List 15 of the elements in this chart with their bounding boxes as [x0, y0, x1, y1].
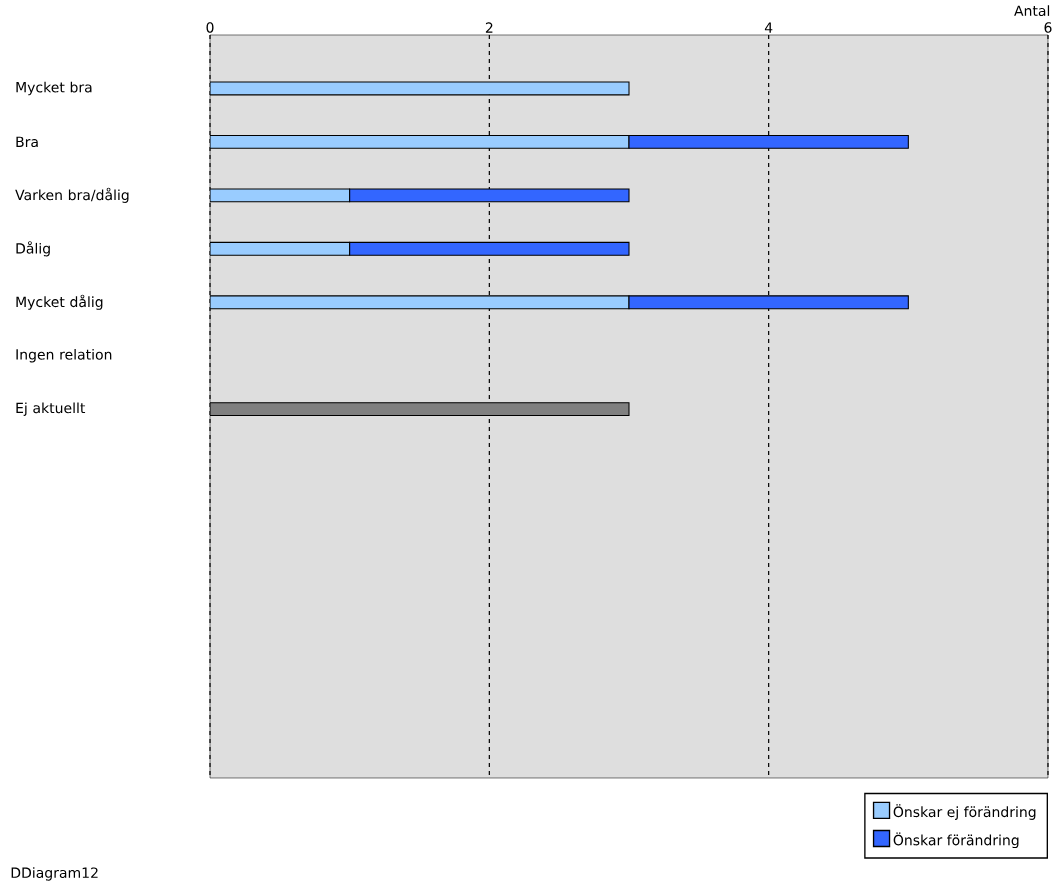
x-tick-label: 6	[1044, 22, 1052, 33]
legend-label: Önskar förändring	[893, 832, 1019, 849]
y-tick-label: Bra	[16, 136, 38, 148]
y-tick-label: Dålig	[16, 241, 50, 257]
x-tick-label: 2	[485, 22, 493, 33]
x-tick-label: 0	[206, 22, 214, 33]
text: DDiagram12	[11, 867, 98, 881]
y-tick-label: Mycket bra	[16, 81, 92, 96]
y-tick-label: Varken bra/dålig	[15, 187, 129, 203]
legend-label: Önskar ej förändring	[893, 804, 1036, 820]
x-tick-label: 4	[764, 22, 773, 33]
x-axis-title: Antal	[1014, 5, 1050, 17]
y-tick-label: Ingen relation	[16, 348, 112, 363]
y-tick-label: Ej aktuellt	[16, 402, 86, 416]
y-tick-label: Mycket dålig	[16, 294, 103, 310]
